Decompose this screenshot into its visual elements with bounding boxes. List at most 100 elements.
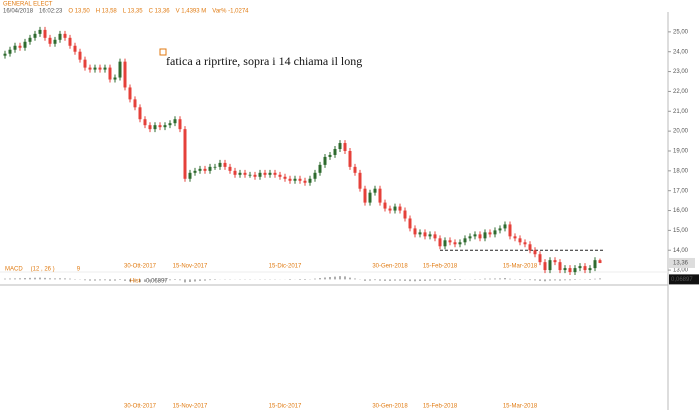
candle-body: [363, 188, 367, 203]
candle-body: [283, 176, 287, 179]
candle-body: [238, 172, 242, 175]
candle-body: [213, 166, 217, 168]
annotation-marker: [159, 48, 167, 56]
candle-body: [443, 240, 447, 247]
candle-body: [398, 206, 402, 211]
candle-body: [313, 172, 317, 179]
candle-body: [503, 224, 507, 229]
candle-body: [573, 268, 577, 273]
candle-body: [198, 168, 202, 171]
candle-body: [418, 232, 422, 235]
candle-body: [373, 188, 377, 193]
candle-body: [253, 174, 257, 177]
candle-body: [293, 178, 297, 181]
candle-body: [203, 168, 207, 171]
info-item: 16/04/2018: [3, 9, 34, 15]
candle-body: [318, 164, 322, 173]
candle-body: [588, 268, 592, 271]
x-tick-label: 30-Gen-2018: [372, 264, 408, 270]
candle-body: [278, 174, 282, 177]
candle-body: [348, 150, 352, 167]
candle-body: [368, 192, 372, 203]
candle-body: [248, 174, 252, 176]
candle-body: [58, 33, 62, 40]
candle-body: [123, 61, 127, 88]
last-value-label: 13,36: [673, 261, 689, 267]
candle-body: [298, 178, 302, 181]
candle-body: [403, 210, 407, 219]
candle-body: [328, 154, 332, 157]
candle-body: [498, 228, 502, 231]
candle-body: [263, 172, 267, 175]
candle-body: [583, 266, 587, 271]
y-tick-label: 16,00: [673, 208, 689, 214]
candle-body: [533, 250, 537, 255]
candle-body: [168, 123, 172, 126]
candle-body: [523, 242, 527, 245]
candle-body: [78, 51, 82, 60]
candle-body: [13, 45, 17, 50]
y-tick-label: 15,00: [673, 228, 689, 234]
candle-body: [28, 37, 32, 42]
candle-body: [153, 125, 157, 130]
last-value-box: [669, 257, 695, 268]
candle-body: [578, 266, 582, 269]
candle-body: [233, 170, 237, 175]
candle-body: [88, 67, 92, 70]
chart-title: GENERAL ELECT: [3, 2, 53, 8]
y-tick-label: 17,00: [673, 188, 689, 194]
candle-body: [3, 53, 7, 56]
candle-body: [333, 148, 337, 155]
candle-body: [98, 67, 102, 70]
y-tick-label: 18,00: [673, 168, 689, 174]
candle-body: [133, 99, 137, 108]
candle-body: [458, 242, 462, 245]
info-item: Var% -1,0274: [212, 9, 249, 15]
hist-value-right: 0,06897: [671, 277, 693, 283]
candle-body: [143, 119, 147, 126]
candle-body: [68, 37, 72, 46]
candle-body: [103, 67, 107, 70]
candle-body: [473, 234, 477, 237]
macd-signal: 9: [77, 267, 81, 273]
y-tick-label: 23,00: [673, 69, 689, 75]
x-tick-label: 15-Feb-2018: [423, 404, 458, 410]
candle-body: [38, 29, 42, 34]
candle-body: [323, 156, 327, 165]
hist-name: Hist: [130, 279, 141, 285]
candle-body: [448, 240, 452, 243]
candle-body: [508, 224, 512, 237]
candle-body: [358, 172, 362, 189]
candle-body: [148, 125, 152, 130]
candle-body: [218, 162, 222, 167]
candle-body: [108, 67, 112, 80]
candle-body: [493, 230, 497, 235]
candle-body: [428, 234, 432, 237]
candle-body: [438, 238, 442, 247]
candle-body: [173, 119, 177, 124]
info-item: O 13,50: [68, 9, 90, 15]
candle-body: [188, 172, 192, 179]
y-tick-label: 24,00: [673, 49, 689, 55]
candle-body: [208, 166, 212, 171]
candle-body: [243, 172, 247, 175]
x-tick-label: 15-Dic-2017: [269, 404, 302, 410]
candle-body: [453, 242, 457, 245]
candle-body: [568, 268, 572, 273]
y-tick-label: 20,00: [673, 129, 689, 135]
candle-body: [553, 260, 557, 263]
candle-body: [338, 143, 342, 149]
candle-body: [378, 188, 382, 203]
candle-body: [258, 172, 262, 177]
candle-body: [468, 236, 472, 239]
candle-body: [343, 143, 347, 151]
candle-body: [488, 232, 492, 235]
macd-name: MACD: [5, 267, 23, 273]
candle-body: [528, 244, 532, 251]
candle-body: [383, 202, 387, 209]
y-tick-label: 14,00: [673, 248, 689, 254]
candle-body: [463, 238, 467, 243]
macd-params: (12 , 26 ): [31, 267, 55, 273]
